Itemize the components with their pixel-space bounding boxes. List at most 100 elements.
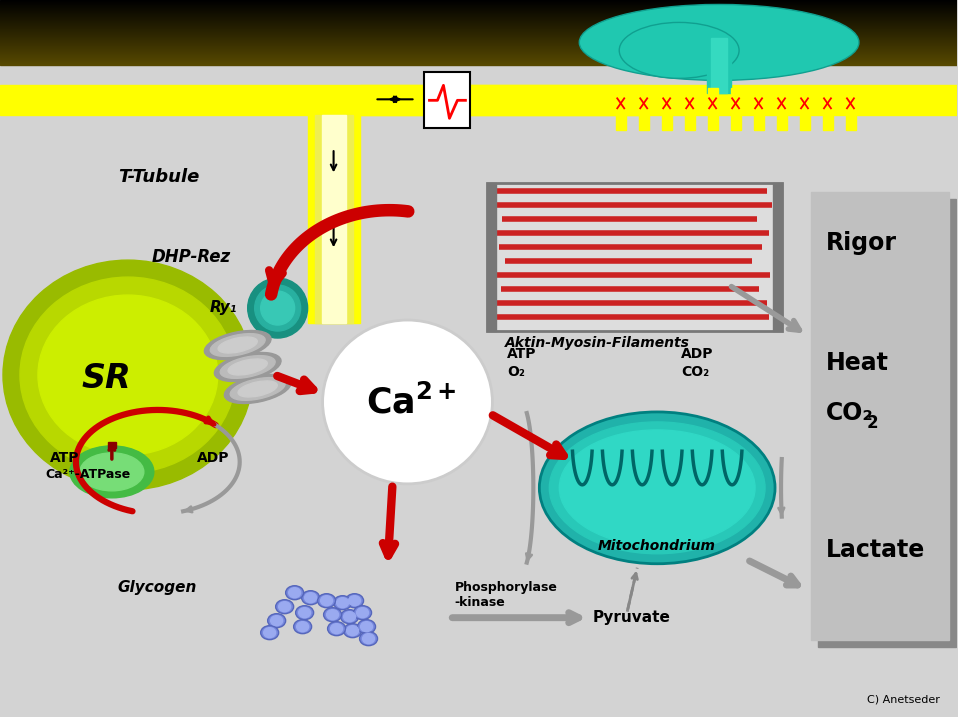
Bar: [308, 113, 359, 323]
Bar: [0, 55, 957, 57]
Ellipse shape: [344, 624, 361, 637]
Ellipse shape: [327, 609, 338, 619]
Bar: [708, 88, 718, 130]
Bar: [0, 17, 957, 19]
Bar: [0, 49, 957, 50]
Ellipse shape: [341, 609, 358, 624]
Ellipse shape: [294, 619, 311, 634]
Bar: [0, 24, 957, 25]
Bar: [488, 184, 496, 331]
Ellipse shape: [346, 594, 363, 608]
Bar: [773, 184, 782, 331]
Text: Aktin-Myosin-Filaments: Aktin-Myosin-Filaments: [506, 336, 691, 350]
Bar: [0, 9, 957, 11]
Text: SR: SR: [81, 362, 131, 395]
Text: ADP: ADP: [196, 451, 229, 465]
Bar: [0, 39, 957, 40]
Bar: [846, 88, 855, 130]
Ellipse shape: [218, 337, 258, 353]
Bar: [0, 60, 957, 62]
Ellipse shape: [80, 453, 144, 491]
Bar: [488, 184, 782, 331]
Ellipse shape: [279, 602, 290, 612]
Text: $\mathbf{Ca^{2+}}$: $\mathbf{Ca^{2+}}$: [366, 385, 456, 421]
Bar: [314, 115, 353, 323]
Ellipse shape: [559, 430, 755, 546]
Ellipse shape: [302, 591, 320, 604]
Ellipse shape: [328, 622, 346, 636]
Ellipse shape: [263, 627, 276, 637]
Bar: [0, 44, 957, 45]
Ellipse shape: [261, 626, 279, 640]
Bar: [0, 42, 957, 44]
Ellipse shape: [215, 353, 281, 381]
Text: T-Tubule: T-Tubule: [118, 168, 199, 186]
Bar: [0, 34, 957, 35]
Text: ATP: ATP: [50, 451, 80, 465]
Bar: [0, 32, 957, 34]
Bar: [0, 50, 957, 52]
Bar: [0, 14, 957, 16]
Text: Phosphorylase
-kinase: Phosphorylase -kinase: [454, 581, 558, 609]
Ellipse shape: [580, 4, 859, 80]
Ellipse shape: [228, 359, 267, 375]
Ellipse shape: [271, 616, 283, 626]
Text: DHP-Rez: DHP-Rez: [151, 248, 231, 266]
Ellipse shape: [357, 619, 376, 634]
Text: CO₂: CO₂: [681, 365, 709, 379]
Text: ATP: ATP: [508, 347, 536, 361]
Bar: [0, 35, 957, 37]
Bar: [0, 40, 957, 42]
Bar: [0, 25, 957, 27]
Ellipse shape: [38, 295, 217, 455]
Ellipse shape: [354, 606, 372, 619]
Ellipse shape: [255, 285, 301, 331]
Ellipse shape: [360, 622, 373, 632]
Bar: [0, 27, 957, 29]
Bar: [0, 53, 957, 54]
Bar: [322, 115, 346, 323]
Bar: [0, 48, 957, 49]
Bar: [707, 39, 731, 93]
Ellipse shape: [288, 588, 301, 598]
Ellipse shape: [539, 412, 775, 564]
Text: CO₂: CO₂: [826, 401, 874, 425]
Bar: [0, 7, 957, 9]
Ellipse shape: [321, 596, 332, 606]
Text: Heat: Heat: [826, 351, 889, 375]
Ellipse shape: [549, 422, 765, 554]
Ellipse shape: [230, 378, 285, 400]
Bar: [662, 88, 673, 130]
Ellipse shape: [297, 622, 308, 632]
Ellipse shape: [239, 381, 277, 397]
Ellipse shape: [261, 291, 295, 325]
Bar: [0, 58, 957, 60]
Bar: [0, 22, 957, 24]
Bar: [0, 16, 957, 17]
Ellipse shape: [70, 446, 154, 498]
Bar: [0, 12, 957, 14]
Text: ADP: ADP: [681, 347, 714, 361]
Bar: [0, 2, 957, 4]
Ellipse shape: [349, 596, 360, 606]
Bar: [0, 6, 957, 7]
Text: Lactate: Lactate: [826, 538, 925, 561]
Ellipse shape: [267, 614, 285, 627]
Ellipse shape: [323, 320, 492, 484]
Bar: [811, 192, 948, 640]
Ellipse shape: [356, 608, 369, 617]
Bar: [0, 47, 957, 48]
Text: Mitochondrium: Mitochondrium: [598, 538, 717, 553]
Ellipse shape: [285, 586, 304, 599]
Ellipse shape: [333, 596, 352, 609]
Bar: [0, 29, 957, 30]
Bar: [359, 85, 422, 115]
Bar: [685, 88, 696, 130]
Text: 2: 2: [867, 414, 878, 432]
Bar: [0, 30, 957, 32]
Bar: [731, 88, 741, 130]
Text: C) Anetseder: C) Anetseder: [867, 695, 940, 705]
Text: Glycogen: Glycogen: [118, 580, 197, 594]
Ellipse shape: [296, 606, 313, 619]
Bar: [108, 442, 116, 448]
